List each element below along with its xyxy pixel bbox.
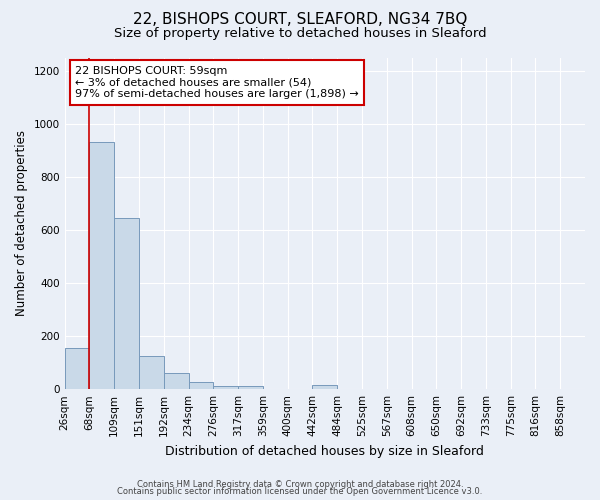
Bar	[238, 386, 263, 389]
Text: Contains HM Land Registry data © Crown copyright and database right 2024.: Contains HM Land Registry data © Crown c…	[137, 480, 463, 489]
Bar	[164, 372, 188, 389]
Bar	[65, 348, 89, 389]
Bar	[188, 382, 214, 389]
Text: Size of property relative to detached houses in Sleaford: Size of property relative to detached ho…	[113, 28, 487, 40]
Bar	[89, 142, 114, 389]
Text: 22, BISHOPS COURT, SLEAFORD, NG34 7BQ: 22, BISHOPS COURT, SLEAFORD, NG34 7BQ	[133, 12, 467, 28]
Bar	[313, 386, 337, 389]
Text: Contains public sector information licensed under the Open Government Licence v3: Contains public sector information licen…	[118, 487, 482, 496]
Y-axis label: Number of detached properties: Number of detached properties	[15, 130, 28, 316]
Text: 22 BISHOPS COURT: 59sqm
← 3% of detached houses are smaller (54)
97% of semi-det: 22 BISHOPS COURT: 59sqm ← 3% of detached…	[75, 66, 359, 99]
Bar	[214, 386, 238, 389]
X-axis label: Distribution of detached houses by size in Sleaford: Distribution of detached houses by size …	[166, 444, 484, 458]
Bar	[114, 218, 139, 389]
Bar	[139, 356, 164, 389]
